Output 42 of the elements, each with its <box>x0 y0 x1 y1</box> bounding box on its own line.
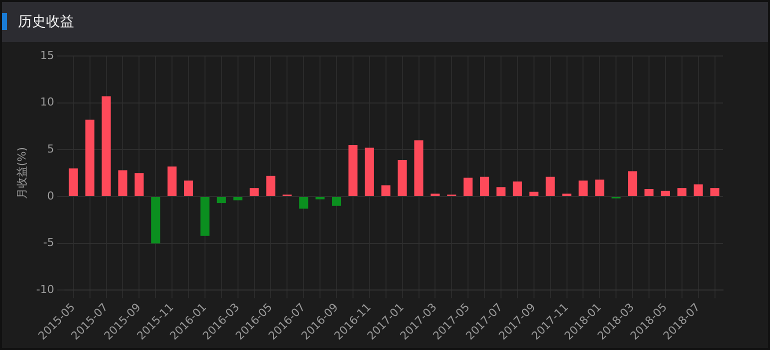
y-tick-label: 10 <box>40 96 54 109</box>
bar <box>299 197 308 209</box>
bar <box>578 180 588 196</box>
bar <box>414 140 424 196</box>
bar <box>216 197 226 204</box>
bar <box>184 180 194 196</box>
bar <box>68 168 78 196</box>
bar <box>266 176 276 196</box>
bar <box>398 160 407 196</box>
bar <box>102 96 111 196</box>
bar <box>677 188 686 196</box>
bar <box>694 184 703 196</box>
y-tick-label: -10 <box>36 283 54 296</box>
bar <box>134 173 144 196</box>
chart-title: 历史收益 <box>18 13 74 32</box>
bar <box>348 144 358 196</box>
y-axis-title: 月收益(%) <box>15 147 28 200</box>
bar <box>364 148 374 196</box>
bar <box>85 120 94 196</box>
y-tick-label: -5 <box>43 236 54 250</box>
y-tick-label: 15 <box>40 48 54 62</box>
bar <box>332 197 342 206</box>
bar <box>710 188 720 196</box>
bar <box>628 171 638 196</box>
bar <box>464 178 473 196</box>
bar <box>660 190 670 196</box>
bar <box>118 170 128 196</box>
y-tick-label: 0 <box>47 189 54 202</box>
bar <box>595 180 604 196</box>
bar <box>151 197 160 244</box>
bar <box>529 192 538 196</box>
bar <box>200 197 210 236</box>
bar <box>168 166 177 196</box>
bar <box>480 176 490 196</box>
bar <box>233 197 242 200</box>
y-tick-label: 5 <box>47 142 54 156</box>
bar <box>496 187 506 196</box>
bar <box>381 185 390 196</box>
bar <box>546 176 555 196</box>
bar <box>512 182 522 196</box>
bar <box>250 188 259 196</box>
bar <box>644 189 654 196</box>
